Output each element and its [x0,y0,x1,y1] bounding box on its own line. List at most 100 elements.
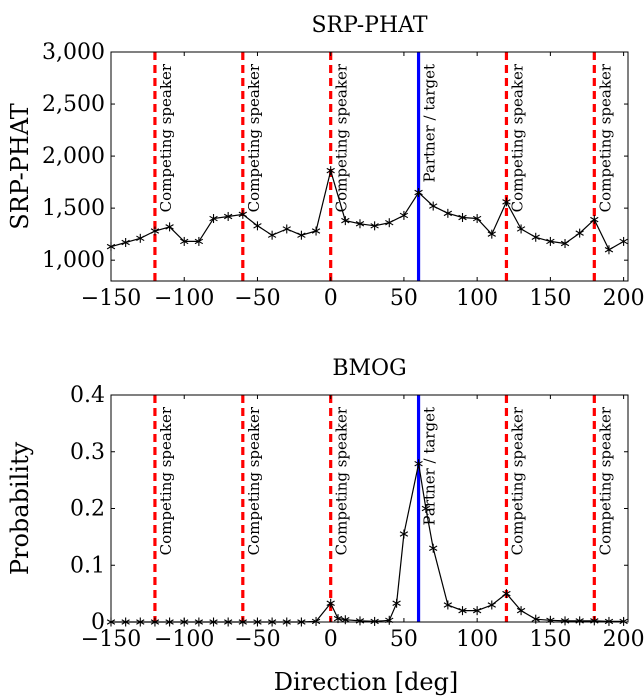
srp-data-point [487,229,496,239]
srp-data-point [414,188,423,198]
bmog-y-tick-label: 0.1 [70,553,105,578]
bmog-y-tick-label: 0.4 [70,383,105,408]
srp-x-tick-label: 100 [456,286,498,311]
srp-y-tick-label: 1,000 [42,248,105,273]
bmog-data-point [326,598,335,608]
srp-data-point [399,210,409,220]
srp-data-point [619,236,628,246]
bmog-data-point [487,600,496,610]
srp-data-point [136,233,145,243]
bmog-series-line [111,463,624,623]
srp-data-point [150,226,160,236]
bmog-data-point [516,606,526,616]
srp-data-point [311,226,321,236]
bmog-chart: BMOG Probability Competing speaker Competin… [6,356,644,652]
competing-label-bmog-0: Competing speaker [157,406,175,555]
bmog-y-tick-label: 0.3 [70,440,105,465]
srp-data-point [370,221,379,231]
srp-data-point [238,209,247,219]
srp-data-point [282,224,291,234]
bmog-y-axis-label: Probability [6,441,34,575]
bmog-x-tick-label: −100 [154,627,214,652]
srp-y-tick-label: 2,000 [42,144,105,169]
srp-axes-frame [110,51,629,282]
srp-x-tick-label: 200 [603,286,644,311]
bmog-x-tick-label: 0 [324,627,338,652]
bmog-data-point [392,598,401,608]
bmog-x-tick-label: −150 [81,627,141,652]
srp-data-point [385,218,394,228]
srp-y-tick-label: 3,000 [42,40,105,65]
srp-data-point [458,213,467,223]
bmog-x-tick-label: −50 [234,627,280,652]
competing-label-bmog-5: Competing speaker [596,406,614,555]
bmog-y-tick-label: 0.2 [70,497,105,522]
bmog-title: BMOG [332,356,406,381]
competing-label-bmog-1: Competing speaker [245,406,263,555]
srp-data-point [223,211,233,221]
bmog-data-point [604,616,614,626]
competing-label-bmog-4: Competing speaker [508,406,526,555]
srp-data-point [443,208,453,218]
srp-phat-chart: SRP-PHAT SRP-PHAT Competing speaker Competi… [6,13,644,311]
target-label-srp-3: Partner / target [421,64,439,183]
srp-data-point [253,221,262,231]
srp-title: SRP-PHAT [311,13,427,38]
bmog-data-point [472,606,482,616]
srp-data-point [472,214,482,224]
bmog-data-point [429,543,438,553]
competing-label-srp-4: Competing speaker [508,63,526,212]
bmog-data-point [399,529,409,539]
srp-data-point [326,166,335,176]
srp-x-tick-label: −100 [154,286,214,311]
srp-x-tick-label: 0 [324,286,338,311]
bmog-y-tick-label: 0 [91,610,105,635]
bmog-x-tick-label: 150 [529,627,571,652]
srp-data-point [165,222,174,232]
srp-series-line [110,168,624,251]
bmog-axes-frame [110,394,629,623]
bmog-data-point [414,459,423,469]
competing-label-bmog-2: Competing speaker [333,406,351,555]
bmog-data-point [443,600,453,610]
srp-data-point [516,224,526,234]
srp-data-point [267,230,277,240]
srp-data-point [429,201,438,211]
srp-data-point [341,216,350,226]
bmog-data-point [421,504,431,513]
competing-label-srp-0: Competing speaker [157,63,175,212]
srp-data-point [121,237,130,247]
srp-data-point [531,232,540,242]
bmog-x-tick-label: 100 [456,627,498,652]
srp-x-tick-label: −50 [234,286,280,311]
srp-y-tick-label: 2,500 [42,92,105,117]
srp-x-tick-label: −150 [81,286,141,311]
competing-label-srp-1: Competing speaker [245,63,263,212]
bmog-data-point [370,616,379,626]
srp-y-tick-label: 1,500 [42,196,105,221]
srp-data-point [194,236,204,246]
competing-label-srp-2: Competing speaker [333,63,351,212]
bmog-data-point [458,606,467,616]
srp-data-point [604,245,614,255]
srp-data-point [560,239,570,249]
srp-data-point [502,197,511,207]
srp-y-axis-label: SRP-PHAT [6,103,34,230]
competing-label-srp-5: Competing speaker [596,63,614,212]
srp-data-point [209,214,218,224]
srp-data-point [590,215,599,225]
bmog-data-point [502,589,511,599]
target-label-bmog-3: Partner / target [421,407,439,526]
shared-x-axis-label: Direction [deg] [274,668,459,696]
bmog-x-tick-label: 50 [390,627,418,652]
srp-x-tick-label: 50 [390,286,418,311]
bmog-data-point [341,615,350,625]
srp-data-point [297,230,306,240]
srp-data-point [575,228,584,238]
srp-x-tick-label: 150 [529,286,571,311]
srp-data-point [355,219,365,229]
srp-data-point [180,236,189,246]
srp-data-point [546,236,555,246]
bmog-x-tick-label: 200 [603,627,644,652]
